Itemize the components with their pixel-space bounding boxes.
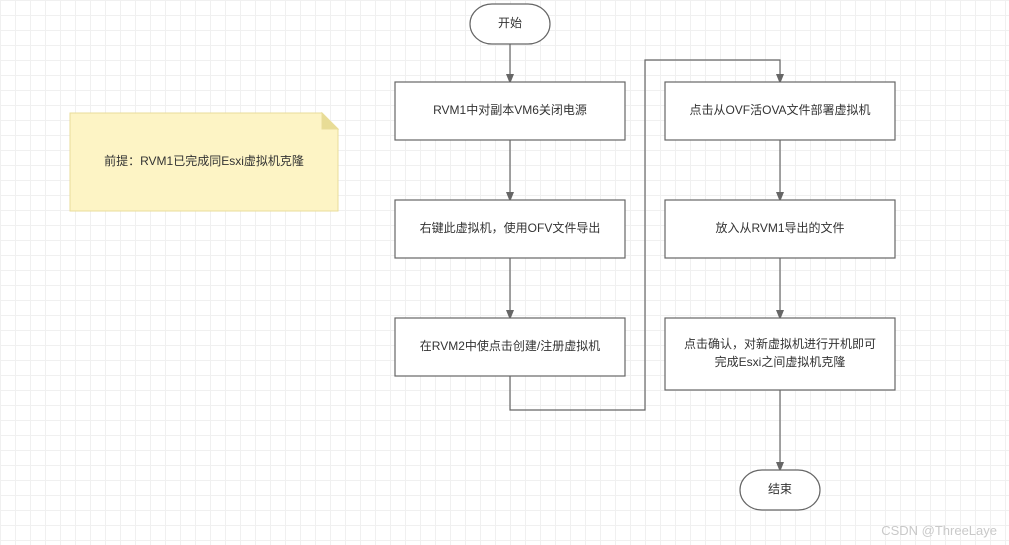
node-n6: 点击确认，对新虚拟机进行开机即可完成Esxi之间虚拟机克隆 [665, 318, 895, 390]
node-end-label: 结束 [768, 482, 792, 496]
node-n2: 右键此虚拟机，使用OFV文件导出 [395, 200, 625, 258]
sticky-note-text: 前提：RVM1已完成同Esxi虚拟机克隆 [104, 153, 304, 168]
node-n1: RVM1中对副本VM6关闭电源 [395, 82, 625, 140]
node-n5-label: 放入从RVM1导出的文件 [715, 220, 844, 235]
watermark-text: CSDN @ThreeLaye [881, 523, 997, 538]
node-n6-label-line-0: 点击确认，对新虚拟机进行开机即可 [684, 336, 876, 351]
node-end: 结束 [740, 470, 820, 510]
sticky-note-fold [322, 113, 338, 129]
node-n4-label: 点击从OVF活OVA文件部署虚拟机 [689, 102, 870, 117]
node-n2-label: 右键此虚拟机，使用OFV文件导出 [420, 220, 601, 235]
node-n5: 放入从RVM1导出的文件 [665, 200, 895, 258]
node-n3: 在RVM2中使点击创建/注册虚拟机 [395, 318, 625, 376]
node-n3-label: 在RVM2中使点击创建/注册虚拟机 [420, 338, 600, 353]
flowchart-diagram: 开始结束 RVM1中对副本VM6关闭电源右键此虚拟机，使用OFV文件导出在RVM2… [0, 0, 1009, 545]
node-start-label: 开始 [498, 16, 522, 30]
node-start: 开始 [470, 4, 550, 44]
node-n6-label-line-1: 完成Esxi之间虚拟机克隆 [715, 354, 846, 369]
node-n1-label: RVM1中对副本VM6关闭电源 [433, 102, 587, 117]
node-n4: 点击从OVF活OVA文件部署虚拟机 [665, 82, 895, 140]
